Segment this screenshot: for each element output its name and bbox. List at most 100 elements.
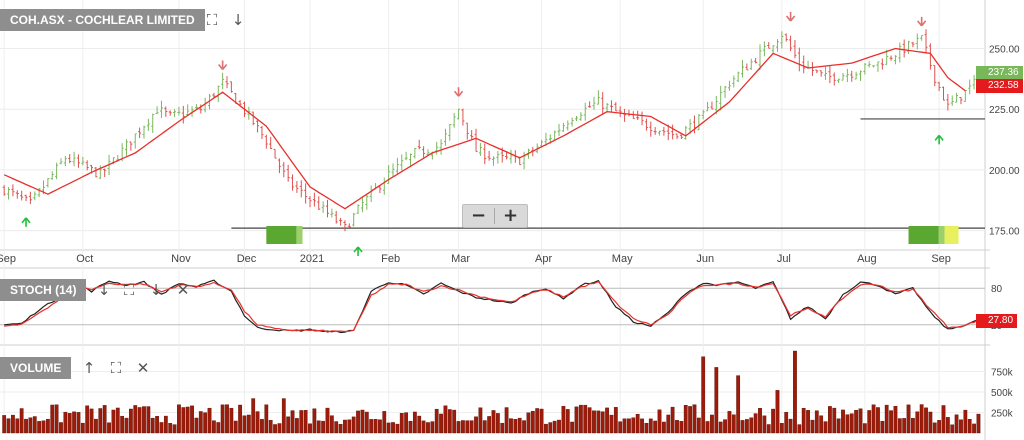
volume-bar	[190, 405, 194, 434]
volume-bar	[491, 410, 496, 434]
volume-bar	[832, 407, 837, 434]
volume-bar	[893, 406, 898, 434]
volume-bar	[583, 404, 588, 434]
volume-bar	[810, 419, 815, 434]
volume-bar	[229, 407, 234, 434]
volume-bar	[679, 421, 684, 434]
volume-bar	[417, 415, 422, 434]
arrow-up-icon[interactable]: ↑	[82, 359, 96, 377]
buy-signal-arrow	[934, 134, 944, 145]
volume-y-tick-label: 750k	[991, 368, 1014, 379]
volume-bar	[919, 404, 924, 434]
volume-bar	[325, 407, 330, 434]
expand-icon[interactable]: ⛶	[110, 359, 122, 377]
volume-bar	[871, 404, 876, 434]
volume-bar	[727, 411, 732, 434]
x-tick-label: Nov	[171, 253, 191, 265]
volume-bar	[54, 404, 59, 434]
volume-bar	[487, 416, 492, 434]
volume-bar	[867, 410, 872, 434]
buy-signal-arrow	[21, 217, 31, 227]
volume-bar	[303, 410, 308, 434]
volume-bar	[364, 411, 369, 434]
volume-bar	[273, 424, 277, 434]
volume-bar	[854, 410, 859, 434]
volume-bar	[412, 411, 417, 434]
volume-bar	[391, 422, 395, 434]
volume-bar	[911, 418, 915, 434]
volume-bar	[718, 421, 723, 434]
volume-bar	[115, 407, 120, 434]
x-tick-label: Dec	[237, 253, 257, 265]
volume-bar	[238, 404, 242, 434]
moving-average-line	[3, 47, 966, 210]
volume-bar	[749, 417, 754, 434]
volume-bar	[338, 424, 343, 434]
volume-bar	[255, 411, 260, 434]
volume-bar	[281, 398, 286, 434]
arrow-down-icon[interactable]: ↓	[97, 281, 111, 299]
volume-bar	[89, 408, 94, 434]
x-tick-label: Aug	[857, 253, 877, 265]
volume-bar	[347, 419, 352, 434]
volume-bar	[648, 418, 653, 434]
volume-bar	[251, 398, 256, 434]
expand-icon[interactable]: ⛶	[206, 11, 218, 29]
volume-bar	[544, 423, 548, 434]
volume-bar	[500, 422, 505, 434]
price-y-tick-label: 175.00	[989, 227, 1020, 238]
volume-bar	[631, 417, 636, 434]
volume-bar	[937, 420, 942, 434]
event-marker-end	[296, 226, 303, 244]
close-icon[interactable]: ✕	[136, 359, 150, 377]
expand-icon[interactable]: ⛶	[123, 281, 135, 299]
volume-bar	[653, 420, 658, 434]
volume-bar	[295, 418, 299, 434]
volume-bar	[37, 421, 42, 434]
volume-bar	[897, 418, 902, 434]
volume-bar	[644, 422, 649, 434]
volume-bar	[177, 404, 181, 434]
volume-bar	[766, 424, 771, 434]
volume-bar	[246, 414, 251, 434]
volume-bar	[351, 416, 356, 434]
stoch-value-tag: 27.80	[976, 314, 1018, 328]
x-tick-label: Oct	[76, 253, 93, 265]
volume-bar	[513, 418, 518, 434]
volume-bar	[758, 408, 762, 434]
volume-bar	[814, 410, 819, 434]
volume-bar	[146, 406, 151, 434]
close-icon[interactable]: ✕	[176, 281, 190, 299]
zoom-out-button[interactable]: −	[470, 205, 487, 226]
x-tick-label: Mar	[451, 253, 470, 265]
volume-bar	[185, 406, 190, 434]
volume-bar	[465, 420, 470, 434]
volume-bar	[775, 390, 780, 434]
volume-bar	[137, 407, 142, 434]
chart-title: COH.ASX - COCHLEAR LIMITED	[0, 9, 205, 31]
arrow-down-icon[interactable]: ↓	[149, 281, 163, 299]
volume-bar	[76, 412, 81, 434]
volume-bar	[198, 411, 203, 434]
volume-bar	[924, 407, 928, 434]
volume-bar	[447, 409, 452, 434]
volume-bar	[779, 423, 784, 434]
volume-bar	[535, 408, 540, 434]
volume-bar	[522, 420, 526, 434]
volume-bar	[382, 411, 387, 434]
arrow-down-icon[interactable]: ↓	[231, 11, 245, 29]
volume-bar	[640, 418, 644, 434]
volume-bar	[128, 408, 133, 434]
volume-bar	[565, 409, 570, 434]
zoom-in-button[interactable]: +	[502, 205, 519, 226]
volume-bar	[963, 409, 968, 434]
volume-bar	[356, 410, 360, 434]
volume-bar	[85, 405, 90, 434]
volume-bar	[771, 408, 775, 434]
volume-bar	[675, 420, 679, 434]
ma-price-tag: 232.58	[976, 79, 1023, 93]
volume-bar	[841, 409, 845, 434]
volume-bar	[98, 408, 103, 434]
volume-bar	[950, 424, 955, 434]
